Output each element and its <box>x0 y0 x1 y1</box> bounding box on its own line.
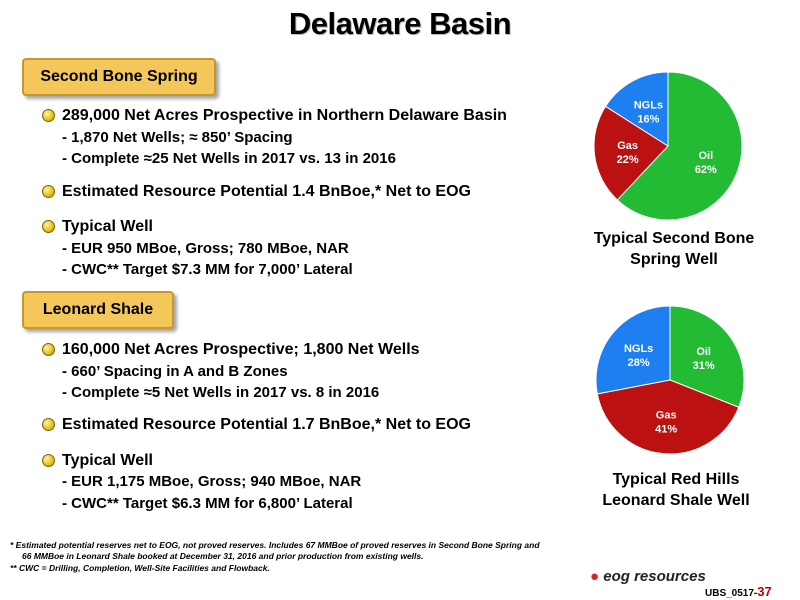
pie-slice-label: Oil <box>699 150 714 162</box>
pie-slice-label: Gas <box>656 410 677 422</box>
logo-text: eog resources <box>603 568 706 585</box>
pie-slice-gas <box>593 105 669 201</box>
sub-bullet: - CWC** Target $7.3 MM for 7,000’ Latera… <box>62 261 353 278</box>
sub-bullet: - Complete ≈5 Net Wells in 2017 vs. 8 in… <box>62 384 380 401</box>
bullet-dot-icon <box>42 418 55 431</box>
pie-chart-second-bone-spring: Oil 62% Gas 22% NGLs 16% <box>593 71 743 221</box>
bullet-text: Typical Well <box>62 452 153 469</box>
pie-chart-leonard-shale: Oil 31% Gas 41% NGLs 28% <box>595 305 745 455</box>
bullet-text: Typical Well <box>62 218 153 235</box>
sub-bullet: - Complete ≈25 Net Wells in 2017 vs. 13 … <box>62 150 396 167</box>
pie-caption-line: Spring Well <box>630 251 718 268</box>
pie-slice-label: NGLs <box>634 99 663 111</box>
pie-slice-gas <box>596 379 740 455</box>
pie-caption-line: Typical Red Hills <box>612 471 740 488</box>
pie-slice-value: 62% <box>695 164 717 176</box>
page-number: 37 <box>757 584 772 599</box>
page-code: UBS_0517- <box>705 588 758 599</box>
bullet-text: Estimated Resource Potential 1.4 BnBoe,*… <box>62 183 471 200</box>
bullet-dot-icon <box>42 220 55 233</box>
pie-caption-line: Typical Second Bone <box>593 230 755 247</box>
sub-bullet: - 660’ Spacing in A and B Zones <box>62 363 288 380</box>
page-title: Delaware Basin <box>288 6 512 41</box>
pie-slice-ngls <box>595 305 671 395</box>
pie-slice-oil <box>669 305 745 408</box>
bullet-text: 160,000 Net Acres Prospective; 1,800 Net… <box>62 341 420 358</box>
pie-slice-oil <box>616 71 743 221</box>
pie-caption-second-bone-spring: Typical Second Bone Spring Well <box>564 228 784 270</box>
pie-slice-value: 22% <box>617 154 639 166</box>
bullet-dot-icon <box>42 454 55 467</box>
bullet-dot-icon <box>42 109 55 122</box>
page-reference: UBS_0517-37 <box>705 584 772 599</box>
sub-bullet: - EUR 950 MBoe, Gross; 780 MBoe, NAR <box>62 240 349 257</box>
section-heading-leonard-shale: Leonard Shale <box>22 291 174 329</box>
pie-slice-ngls <box>604 71 669 147</box>
pie-slice-label: NGLs <box>624 343 653 355</box>
pie-caption-leonard-shale: Typical Red Hills Leonard Shale Well <box>566 469 786 511</box>
bullet-text: Estimated Resource Potential 1.7 BnBoe,*… <box>62 416 471 433</box>
bullet-text: 289,000 Net Acres Prospective in Norther… <box>62 107 507 124</box>
footnote-2: 66 MMBoe in Leonard Shale booked at Dece… <box>22 551 424 561</box>
pie-caption-line: Leonard Shale Well <box>602 492 750 509</box>
pie-slice-label: Gas <box>617 140 638 152</box>
footnote-3: ** CWC = Drilling, Completion, Well-Site… <box>10 563 270 573</box>
pie-slice-value: 28% <box>628 357 650 369</box>
pie-slice-value: 41% <box>655 424 677 436</box>
sub-bullet: - 1,870 Net Wells; ≈ 850’ Spacing <box>62 129 293 146</box>
bullet-dot-icon <box>42 185 55 198</box>
section-heading-second-bone-spring: Second Bone Spring <box>22 58 216 96</box>
sub-bullet: - EUR 1,175 MBoe, Gross; 940 MBoe, NAR <box>62 473 362 490</box>
sub-bullet: - CWC** Target $6.3 MM for 6,800’ Latera… <box>62 495 353 512</box>
flame-icon: ● <box>590 568 600 585</box>
footnote-1: * Estimated potential reserves net to EO… <box>10 540 540 550</box>
pie-slice-value: 16% <box>637 113 659 125</box>
pie-slice-label: Oil <box>696 346 711 358</box>
pie-slice-value: 31% <box>693 360 715 372</box>
eog-logo: ● eog resources <box>590 568 706 585</box>
bullet-dot-icon <box>42 343 55 356</box>
